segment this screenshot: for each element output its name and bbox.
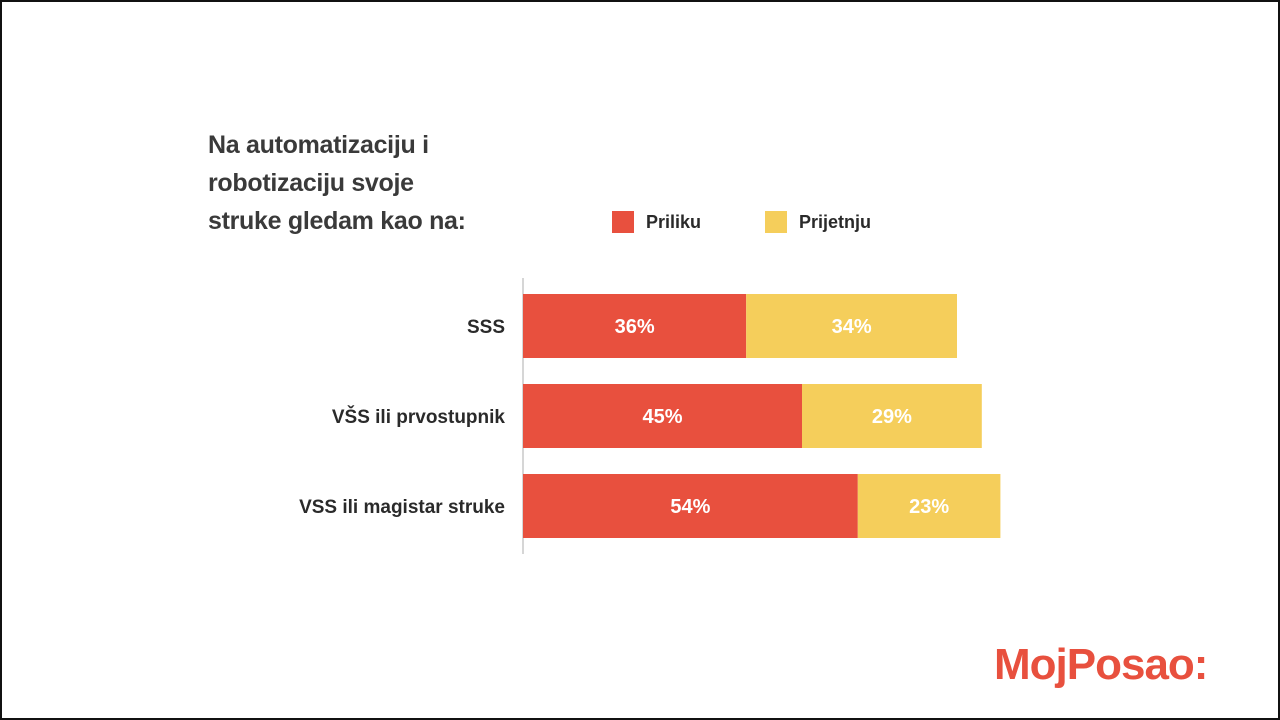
chart-title-line-2: robotizaciju svoje [208, 169, 414, 197]
value-label-prijetnju-v-s-ili-prvostupnik: 29% [872, 406, 912, 428]
value-label-prijetnju-vss-ili-magistar-struke: 23% [909, 496, 949, 518]
chart-title-line-1: Na automatizaciju i [208, 131, 429, 159]
legend-swatch-priliku [612, 211, 634, 233]
value-label-priliku-vss-ili-magistar-struke: 54% [670, 496, 710, 518]
legend-item-prijetnju: Prijetnju [765, 211, 871, 233]
bar-prijetnju-v-s-ili-prvostupnik [802, 384, 982, 448]
bar-prijetnju-vss-ili-magistar-struke [857, 474, 1001, 538]
bar-priliku-v-s-ili-prvostupnik [523, 384, 802, 448]
bar-prijetnju-sss [746, 294, 957, 358]
legend-item-priliku: Priliku [612, 211, 701, 233]
bar-priliku-vss-ili-magistar-struke [523, 474, 858, 538]
bar-priliku-sss [523, 294, 747, 358]
value-label-prijetnju-sss: 34% [832, 316, 872, 338]
category-label-vss-ili-magistar-struke: VSS ili magistar struke [299, 497, 505, 518]
legend-label-priliku: Priliku [646, 211, 702, 232]
mojposao-logo: MojPosao: [994, 640, 1208, 689]
value-label-priliku-v-s-ili-prvostupnik: 45% [642, 406, 682, 428]
category-label-v-s-ili-prvostupnik: VŠS ili prvostupnik [332, 406, 506, 428]
value-label-priliku-sss: 36% [615, 316, 655, 338]
legend-label-prijetnju: Prijetnju [799, 211, 872, 232]
chart-title: Na automatizaciju i robotizaciju svoje s… [208, 126, 528, 240]
chart-title-line-3: struke gledam kao na: [208, 207, 466, 235]
legend-swatch-prijetnju [765, 211, 788, 233]
category-label-sss: SSS [467, 317, 505, 338]
chart-legend: Priliku Prijetnju [612, 208, 935, 236]
